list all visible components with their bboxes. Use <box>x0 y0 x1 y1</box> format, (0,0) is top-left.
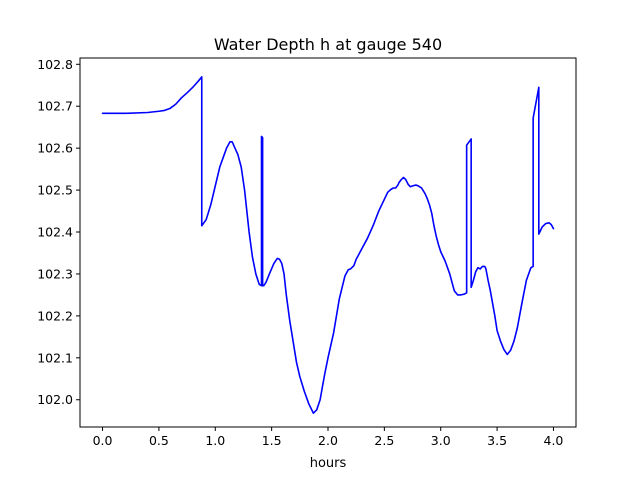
y-tick-label: 102.5 <box>37 183 73 198</box>
y-tick-label: 102.3 <box>37 266 73 281</box>
x-tick-label: 1.5 <box>262 433 282 448</box>
y-axis-ticks: 102.0 102.1 102.2 102.3 102.4 102.5 102.6 102.7… <box>37 57 80 407</box>
x-tick-label: 3.0 <box>431 433 451 448</box>
y-tick-label: 102.4 <box>37 225 73 240</box>
y-tick-label: 102.2 <box>37 308 73 323</box>
x-tick-label: 0.5 <box>149 433 169 448</box>
x-tick-label: 2.0 <box>318 433 338 448</box>
y-tick-label: 102.7 <box>37 99 73 114</box>
series-line-1 <box>101 76 555 414</box>
y-tick-label: 102.1 <box>37 350 73 365</box>
x-axis-ticks: 0.0 0.5 1.0 1.5 2.0 2.5 3.0 3.5 4.0 <box>93 427 564 448</box>
y-tick-label: 102.6 <box>37 141 73 156</box>
plot-area <box>101 76 555 414</box>
y-tick-label: 102.8 <box>37 57 73 72</box>
chart-title: Water Depth h at gauge 540 <box>214 35 442 54</box>
x-tick-label: 3.5 <box>487 433 507 448</box>
x-tick-label: 0.0 <box>93 433 113 448</box>
x-axis-label: hours <box>310 456 347 471</box>
plot-frame <box>79 57 577 428</box>
y-tick-label: 102.0 <box>37 392 73 407</box>
x-tick-label: 4.0 <box>544 433 564 448</box>
x-tick-label: 2.5 <box>374 433 394 448</box>
x-tick-label: 1.0 <box>205 433 225 448</box>
